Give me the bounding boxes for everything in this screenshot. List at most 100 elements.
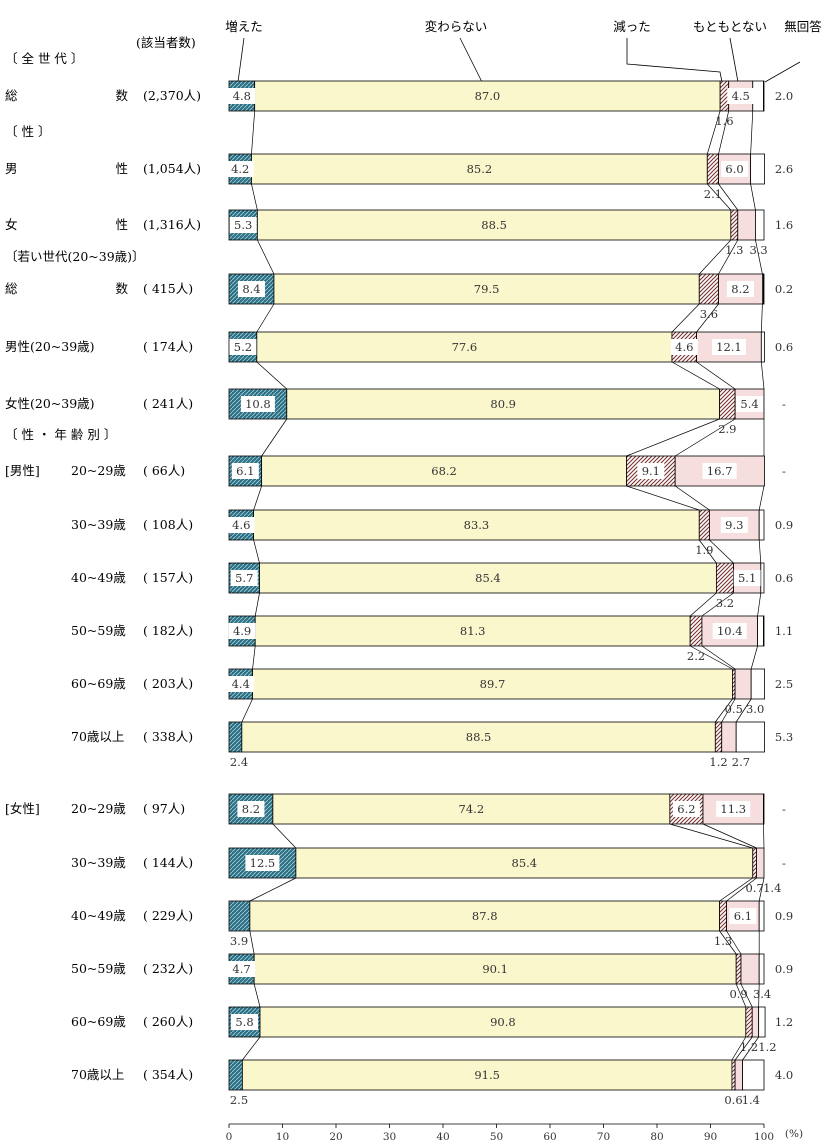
- bar-segment-remainder: [763, 80, 765, 112]
- value-label-increased-bg: [231, 463, 259, 479]
- x-tick-label: 30: [383, 1131, 396, 1143]
- x-tick-label: 80: [650, 1131, 663, 1143]
- value-label-increased: 4.6: [232, 518, 250, 532]
- row-count: ( 66人): [143, 463, 185, 478]
- connector-line: [252, 645, 256, 670]
- bar-segment-increased: [228, 1059, 243, 1091]
- row-label: 性: [115, 217, 128, 232]
- value-label-increased: 5.8: [235, 1015, 253, 1029]
- legend-noanswer: 無回答: [784, 19, 822, 34]
- x-tick-label: 60: [543, 1131, 556, 1143]
- value-label-increased: 2.5: [230, 1093, 248, 1107]
- connector-line: [742, 1036, 759, 1061]
- value-label-never: 1.4: [763, 881, 781, 895]
- connector-line: [757, 592, 762, 617]
- value-label-increased: 10.8: [245, 397, 271, 411]
- x-tick-label: 70: [597, 1131, 610, 1143]
- row-count: ( 108人): [143, 517, 193, 532]
- row-label: 30~39歳: [71, 855, 126, 870]
- bar-segment-unchanged: [253, 509, 700, 541]
- bar-segment-decreased: [714, 721, 723, 753]
- bar-segment-decreased: [732, 668, 736, 700]
- value-label-decreased: 2.1: [704, 187, 722, 201]
- value-label-never-bg: [726, 281, 754, 297]
- connector-line: [256, 361, 288, 390]
- row-label: 総: [5, 88, 18, 103]
- value-label-unchanged: 88.5: [466, 730, 492, 744]
- value-label-noanswer: 1.1: [775, 624, 793, 638]
- value-label-never: 6.0: [725, 162, 743, 176]
- row-label: 20~29歳: [71, 801, 126, 816]
- x-tick-label: 40: [436, 1131, 449, 1143]
- group-label: [女性]: [5, 801, 40, 816]
- bar-segment-noanswer: [758, 900, 765, 932]
- value-label-never-bg: [727, 88, 755, 104]
- bar-segment-unchanged: [261, 455, 627, 487]
- connector-line: [750, 645, 758, 670]
- connector-line: [718, 110, 730, 155]
- value-label-unchanged: 85.4: [475, 571, 501, 585]
- connector-line: [726, 930, 742, 955]
- value-label-unchanged: 74.2: [459, 802, 485, 816]
- connector-line: [721, 698, 736, 723]
- row-count: ( 157人): [143, 570, 193, 585]
- value-label-unchanged: 81.3: [460, 624, 486, 638]
- value-label-noanswer: 2.0: [775, 89, 793, 103]
- connector-line: [669, 823, 753, 849]
- value-label-never: 3.4: [753, 987, 771, 1001]
- bar-segment-decreased: [698, 509, 710, 541]
- connector-line: [758, 539, 762, 564]
- bar-segment-decreased: [719, 388, 736, 420]
- x-tick-label: 0: [226, 1131, 233, 1143]
- value-label-increased: 3.9: [230, 934, 248, 948]
- value-label-unchanged: 77.6: [452, 340, 478, 354]
- value-label-increased: 4.2: [231, 162, 249, 176]
- bar-segment-never: [734, 1059, 743, 1091]
- bar-segment-unchanged: [273, 273, 700, 305]
- connector-line: [701, 645, 736, 670]
- value-label-increased: 4.8: [233, 89, 251, 103]
- row-count: ( 260人): [143, 1014, 193, 1029]
- bar-segment-noanswer: [760, 562, 765, 594]
- bar-segment-remainder: [763, 615, 765, 647]
- bar-segment-noanswer: [752, 80, 764, 112]
- bar-segment-never: [734, 668, 752, 700]
- value-label-unchanged: 87.0: [475, 89, 501, 103]
- connector-line: [706, 110, 721, 155]
- value-label-noanswer: -: [782, 397, 786, 411]
- x-tick-label: 10: [276, 1131, 289, 1143]
- bar-segment-unchanged: [256, 331, 673, 363]
- connector-line: [755, 239, 763, 275]
- bar-segment-increased: [228, 900, 251, 932]
- bar-segment-unchanged: [254, 615, 691, 647]
- value-label-noanswer: 2.5: [775, 677, 793, 691]
- value-label-increased: 8.4: [242, 282, 260, 296]
- value-label-unchanged: 83.3: [464, 518, 490, 532]
- row-label: 60~69歳: [71, 676, 126, 691]
- value-label-noanswer: -: [782, 856, 786, 870]
- value-label-unchanged: 85.4: [512, 856, 538, 870]
- x-axis-unit: (%): [785, 1128, 803, 1140]
- bar-segment-remainder: [763, 793, 765, 825]
- connector-line: [256, 303, 275, 333]
- bar-segment-unchanged: [252, 668, 733, 700]
- bar-segment-noanswer: [758, 509, 765, 541]
- value-label-decreased: 1.3: [725, 243, 743, 257]
- bar-segment-remainder: [763, 273, 765, 305]
- value-label-increased: 5.2: [234, 340, 252, 354]
- connector-line: [763, 823, 765, 849]
- value-label-never: 9.3: [725, 518, 743, 532]
- legend-decreased: 減った: [613, 19, 651, 34]
- connector-line: [719, 930, 737, 955]
- row-label: 数: [115, 281, 128, 296]
- value-label-increased: 6.1: [236, 464, 254, 478]
- value-label-never-bg: [712, 623, 747, 639]
- value-label-decreased: 0.7: [745, 881, 763, 895]
- connector-line: [698, 539, 717, 564]
- value-label-never: 3.0: [746, 702, 764, 716]
- connector-line: [253, 485, 262, 511]
- value-label-increased-bg: [237, 801, 265, 817]
- value-label-noanswer: 5.3: [775, 730, 793, 744]
- row-count: ( 229人): [143, 908, 193, 923]
- connector-line: [731, 1036, 747, 1061]
